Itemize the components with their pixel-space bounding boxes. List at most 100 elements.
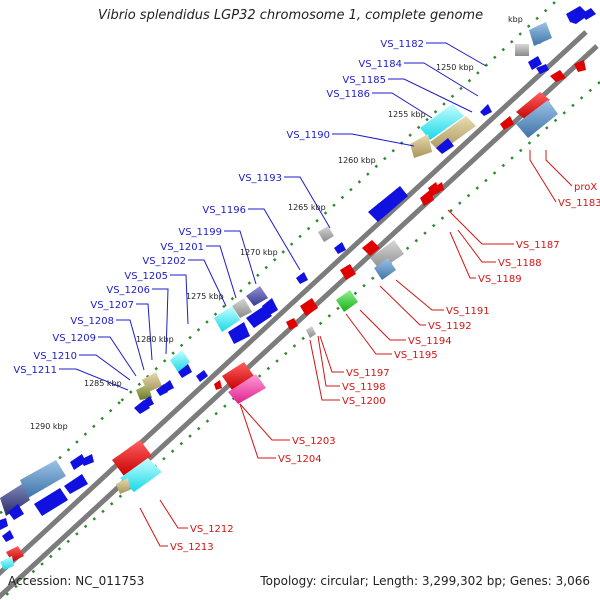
gene-arrow (500, 116, 514, 130)
gene-arrow (296, 272, 308, 284)
reverse-gene-label: VS_1213 (170, 542, 214, 553)
gene-arrow (20, 460, 66, 498)
tick-track-outer (0, 1, 556, 516)
forward-gene-label: VS_1196 (202, 205, 246, 216)
reverse-gene-labels: proX VS_1183 VS_1187 VS_1188 VS_1189 VS_1191 V… (170, 182, 600, 553)
gene-arrow (214, 380, 222, 390)
kbp-marker-label: 1250 kbp (436, 63, 474, 72)
forward-gene-label: VS_1207 (90, 300, 134, 311)
reverse-gene-label: VS_1188 (498, 258, 542, 269)
kbp-marker-label: 1285 kbp (84, 379, 122, 388)
reverse-gene-label: VS_1204 (278, 454, 322, 465)
gene-arrow (214, 306, 240, 332)
forward-gene-label: VS_1199 (178, 227, 222, 238)
gene-arrow (178, 364, 192, 378)
gene-arrow (306, 326, 316, 338)
kbp-marker-label: 1270 kbp (240, 248, 278, 257)
genome-backbone (0, 30, 599, 600)
forward-gene-labels: VS_1182 VS_1184 VS_1185 VS_1186 VS_1190 VS_11… (13, 39, 424, 376)
gene-arrow (550, 70, 566, 82)
gene-arrow (515, 44, 529, 56)
reverse-gene-label: VS_1192 (428, 321, 472, 332)
gene-arrow (8, 504, 24, 520)
gene-arrow (370, 240, 404, 270)
gene-arrow (286, 318, 298, 330)
gene-arrow (232, 298, 252, 318)
gene-arrow (574, 60, 586, 72)
gene-arrow (318, 226, 334, 242)
forward-gene-label: VS_1208 (70, 316, 114, 327)
forward-gene-label: VS_1193 (238, 173, 282, 184)
reverse-gene-label: VS_1189 (478, 274, 522, 285)
gene-arrow (374, 258, 396, 280)
forward-gene-label: VS_1210 (33, 351, 77, 362)
gene-arrow (362, 240, 380, 256)
forward-gene-label: VS_1185 (342, 75, 386, 86)
gene-arrow (436, 182, 444, 192)
gene-arrow (420, 190, 434, 206)
gene-arrow (0, 518, 8, 530)
reverse-gene-label: proX (574, 182, 597, 193)
reverse-gene-label: VS_1200 (342, 396, 386, 407)
gene-arrow (566, 6, 590, 24)
gene-arrow (162, 380, 174, 392)
gene-arrow (420, 104, 464, 140)
gene-arrow (222, 362, 254, 390)
kbp-marker-label: 1290 kbp (30, 422, 68, 431)
forward-gene-label: VS_1190 (286, 130, 330, 141)
kbp-marker-label: 1275 kbp (186, 292, 224, 301)
gene-arrow (581, 8, 596, 20)
gene-arrow (334, 242, 346, 254)
forward-gene-label: VS_1186 (326, 89, 370, 100)
forward-strand-genes (0, 6, 596, 542)
gene-arrow (368, 186, 408, 222)
reverse-gene-label: VS_1198 (342, 382, 386, 393)
tick-track-inner (4, 81, 600, 597)
gene-arrow (120, 458, 162, 492)
reverse-gene-label: VS_1194 (408, 336, 452, 347)
gene-arrow (529, 22, 552, 46)
reverse-gene-label: VS_1183 (558, 198, 600, 209)
forward-gene-label: VS_1205 (124, 271, 168, 282)
gene-arrow (436, 138, 454, 154)
gene-arrow (340, 264, 356, 280)
gene-arrow (228, 374, 266, 404)
forward-gene-label: VS_1184 (358, 59, 402, 70)
reverse-leader-lines (139, 150, 573, 547)
reverse-gene-label: VS_1212 (190, 524, 234, 535)
gene-arrow (516, 100, 558, 138)
kbp-marker-label: 1255 kbp (388, 110, 426, 119)
gene-arrow (80, 454, 94, 466)
map-title: Vibrio splendidus LGP32 chromosome 1, co… (98, 8, 484, 23)
kbp-marker-label: 1280 kbp (136, 335, 174, 344)
forward-gene-label: VS_1202 (142, 256, 186, 267)
reverse-gene-label: VS_1195 (394, 350, 438, 361)
reverse-gene-label: VS_1187 (516, 240, 560, 251)
forward-gene-label: VS_1209 (52, 333, 96, 344)
gene-arrow (246, 286, 268, 306)
genome-summary-label: Topology: circular; Length: 3,299,302 bp… (260, 574, 590, 588)
forward-gene-label: VS_1182 (380, 39, 424, 50)
gene-arrow (0, 556, 14, 570)
gene-arrow (112, 440, 152, 476)
gene-arrow (262, 298, 278, 316)
kbp-position-labels: kbp 1250 kbp 1255 kbp 1260 kbp 1265 kbp 1270 … (30, 15, 523, 431)
gene-arrow (136, 384, 152, 400)
gene-arrow (410, 134, 432, 158)
gene-arrow (0, 484, 30, 516)
gene-arrow (516, 92, 550, 120)
gene-arrow (430, 116, 476, 152)
gene-arrow (2, 530, 14, 542)
gene-arrow (300, 298, 318, 316)
gene-arrow (480, 104, 492, 116)
accession-label: Accession: NC_011753 (8, 574, 145, 588)
reverse-gene-label: VS_1203 (292, 436, 336, 447)
kbp-marker-label: 1265 kbp (288, 203, 326, 212)
forward-gene-label: VS_1201 (160, 242, 204, 253)
reverse-gene-label: VS_1197 (346, 368, 390, 379)
gene-arrow (528, 56, 542, 70)
gene-arrow (228, 322, 250, 344)
gene-arrow (116, 478, 130, 494)
kbp-marker-label: 1260 kbp (338, 156, 376, 165)
